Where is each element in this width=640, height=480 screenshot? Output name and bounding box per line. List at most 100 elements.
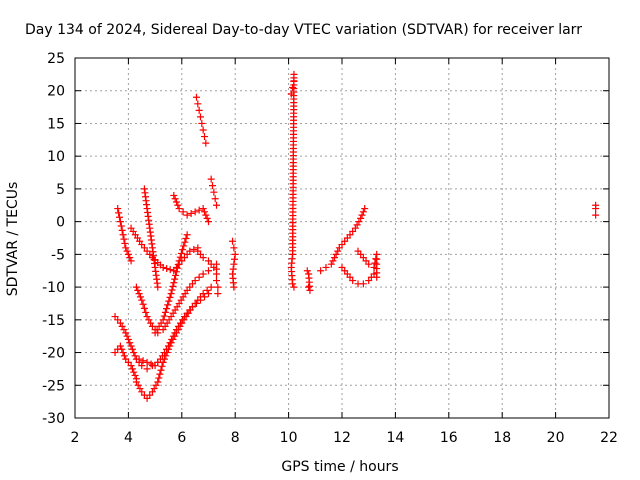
data-point: [139, 357, 147, 365]
data-point: [116, 342, 124, 350]
data-point: [170, 191, 178, 199]
y-tick-label: 10: [47, 149, 65, 165]
data-point: [355, 218, 363, 226]
data-point: [120, 326, 128, 334]
data-point: [174, 261, 182, 269]
data-point: [196, 113, 204, 121]
y-tick-label: 25: [47, 51, 65, 67]
data-point: [231, 250, 239, 258]
data-point: [191, 277, 199, 285]
data-point: [183, 231, 191, 239]
axes: [74, 57, 610, 419]
series-track-o: [229, 237, 239, 291]
data-point: [165, 297, 173, 305]
series-track-m: [132, 283, 215, 402]
series-track-h: [132, 267, 212, 337]
labels: Day 134 of 2024, Sidereal Day-to-day VTE…: [5, 22, 618, 475]
data-point: [198, 119, 206, 127]
data-point: [172, 271, 180, 279]
data-point: [115, 209, 123, 217]
x-tick-label: 10: [280, 430, 298, 446]
data-point: [119, 231, 127, 239]
y-tick-label: -25: [42, 378, 65, 394]
data-point: [192, 93, 200, 101]
data-point: [147, 360, 155, 368]
data-point: [161, 308, 169, 316]
data-point: [117, 222, 125, 230]
data-point: [174, 326, 182, 334]
data-point: [119, 349, 127, 357]
data-point: [179, 246, 187, 254]
data-point: [122, 244, 130, 252]
chart-title: Day 134 of 2024, Sidereal Day-to-day VTE…: [25, 22, 582, 38]
series-track-f: [192, 93, 210, 147]
data-point: [136, 385, 144, 393]
data-point: [199, 290, 207, 298]
data-point: [155, 374, 163, 382]
data-point: [124, 335, 132, 343]
data-point: [358, 211, 366, 219]
data-point: [167, 290, 175, 298]
data-point: [331, 254, 339, 262]
data-point: [327, 260, 335, 268]
data-point: [154, 283, 162, 291]
y-tick-label: -10: [42, 280, 65, 296]
x-tick-label: 20: [547, 430, 565, 446]
data-point: [176, 253, 184, 261]
data-point: [127, 257, 135, 265]
series-track-s: [338, 263, 378, 288]
data-point: [214, 290, 222, 298]
data-point: [172, 268, 180, 276]
x-tick-label: 14: [386, 430, 404, 446]
data-point: [170, 279, 178, 287]
data-point: [131, 352, 139, 360]
data-point: [142, 308, 150, 316]
series-track-l: [111, 342, 140, 383]
data-point: [118, 322, 126, 330]
data-point: [203, 286, 211, 294]
data-markers: [111, 70, 600, 402]
x-axis-title: GPS time / hours: [281, 459, 398, 475]
data-point: [175, 257, 183, 265]
data-point: [130, 368, 138, 376]
data-point: [156, 370, 164, 378]
data-point: [199, 205, 207, 213]
data-point: [126, 339, 134, 347]
x-tick-label: 16: [440, 430, 458, 446]
data-point: [306, 286, 314, 294]
data-point: [181, 238, 189, 246]
data-point: [200, 133, 208, 141]
x-tick-label: 18: [493, 430, 511, 446]
data-point: [195, 273, 203, 281]
data-point: [163, 305, 171, 313]
data-point: [357, 214, 365, 222]
data-point: [132, 283, 140, 291]
data-point: [334, 247, 342, 255]
y-tick-label: 15: [47, 116, 65, 132]
series-track-p: [287, 70, 298, 291]
data-point: [317, 267, 325, 275]
data-point: [159, 358, 167, 366]
data-point: [138, 362, 146, 370]
data-point: [166, 342, 174, 350]
data-point: [143, 313, 151, 321]
data-point: [135, 355, 143, 363]
y-tick-label: -15: [42, 313, 65, 329]
data-point: [118, 226, 126, 234]
data-point: [120, 235, 128, 243]
data-point: [172, 329, 180, 337]
data-point: [163, 265, 171, 273]
data-point: [359, 280, 367, 288]
data-point: [122, 329, 130, 337]
data-point: [138, 296, 146, 304]
data-point: [361, 205, 369, 213]
data-point: [143, 365, 151, 373]
y-tick-label: -20: [42, 346, 65, 362]
data-point: [203, 214, 211, 222]
data-point: [127, 342, 135, 350]
data-point: [214, 283, 222, 291]
data-point: [114, 205, 122, 213]
data-point: [131, 371, 139, 379]
data-point: [191, 208, 199, 216]
data-point: [359, 208, 367, 216]
